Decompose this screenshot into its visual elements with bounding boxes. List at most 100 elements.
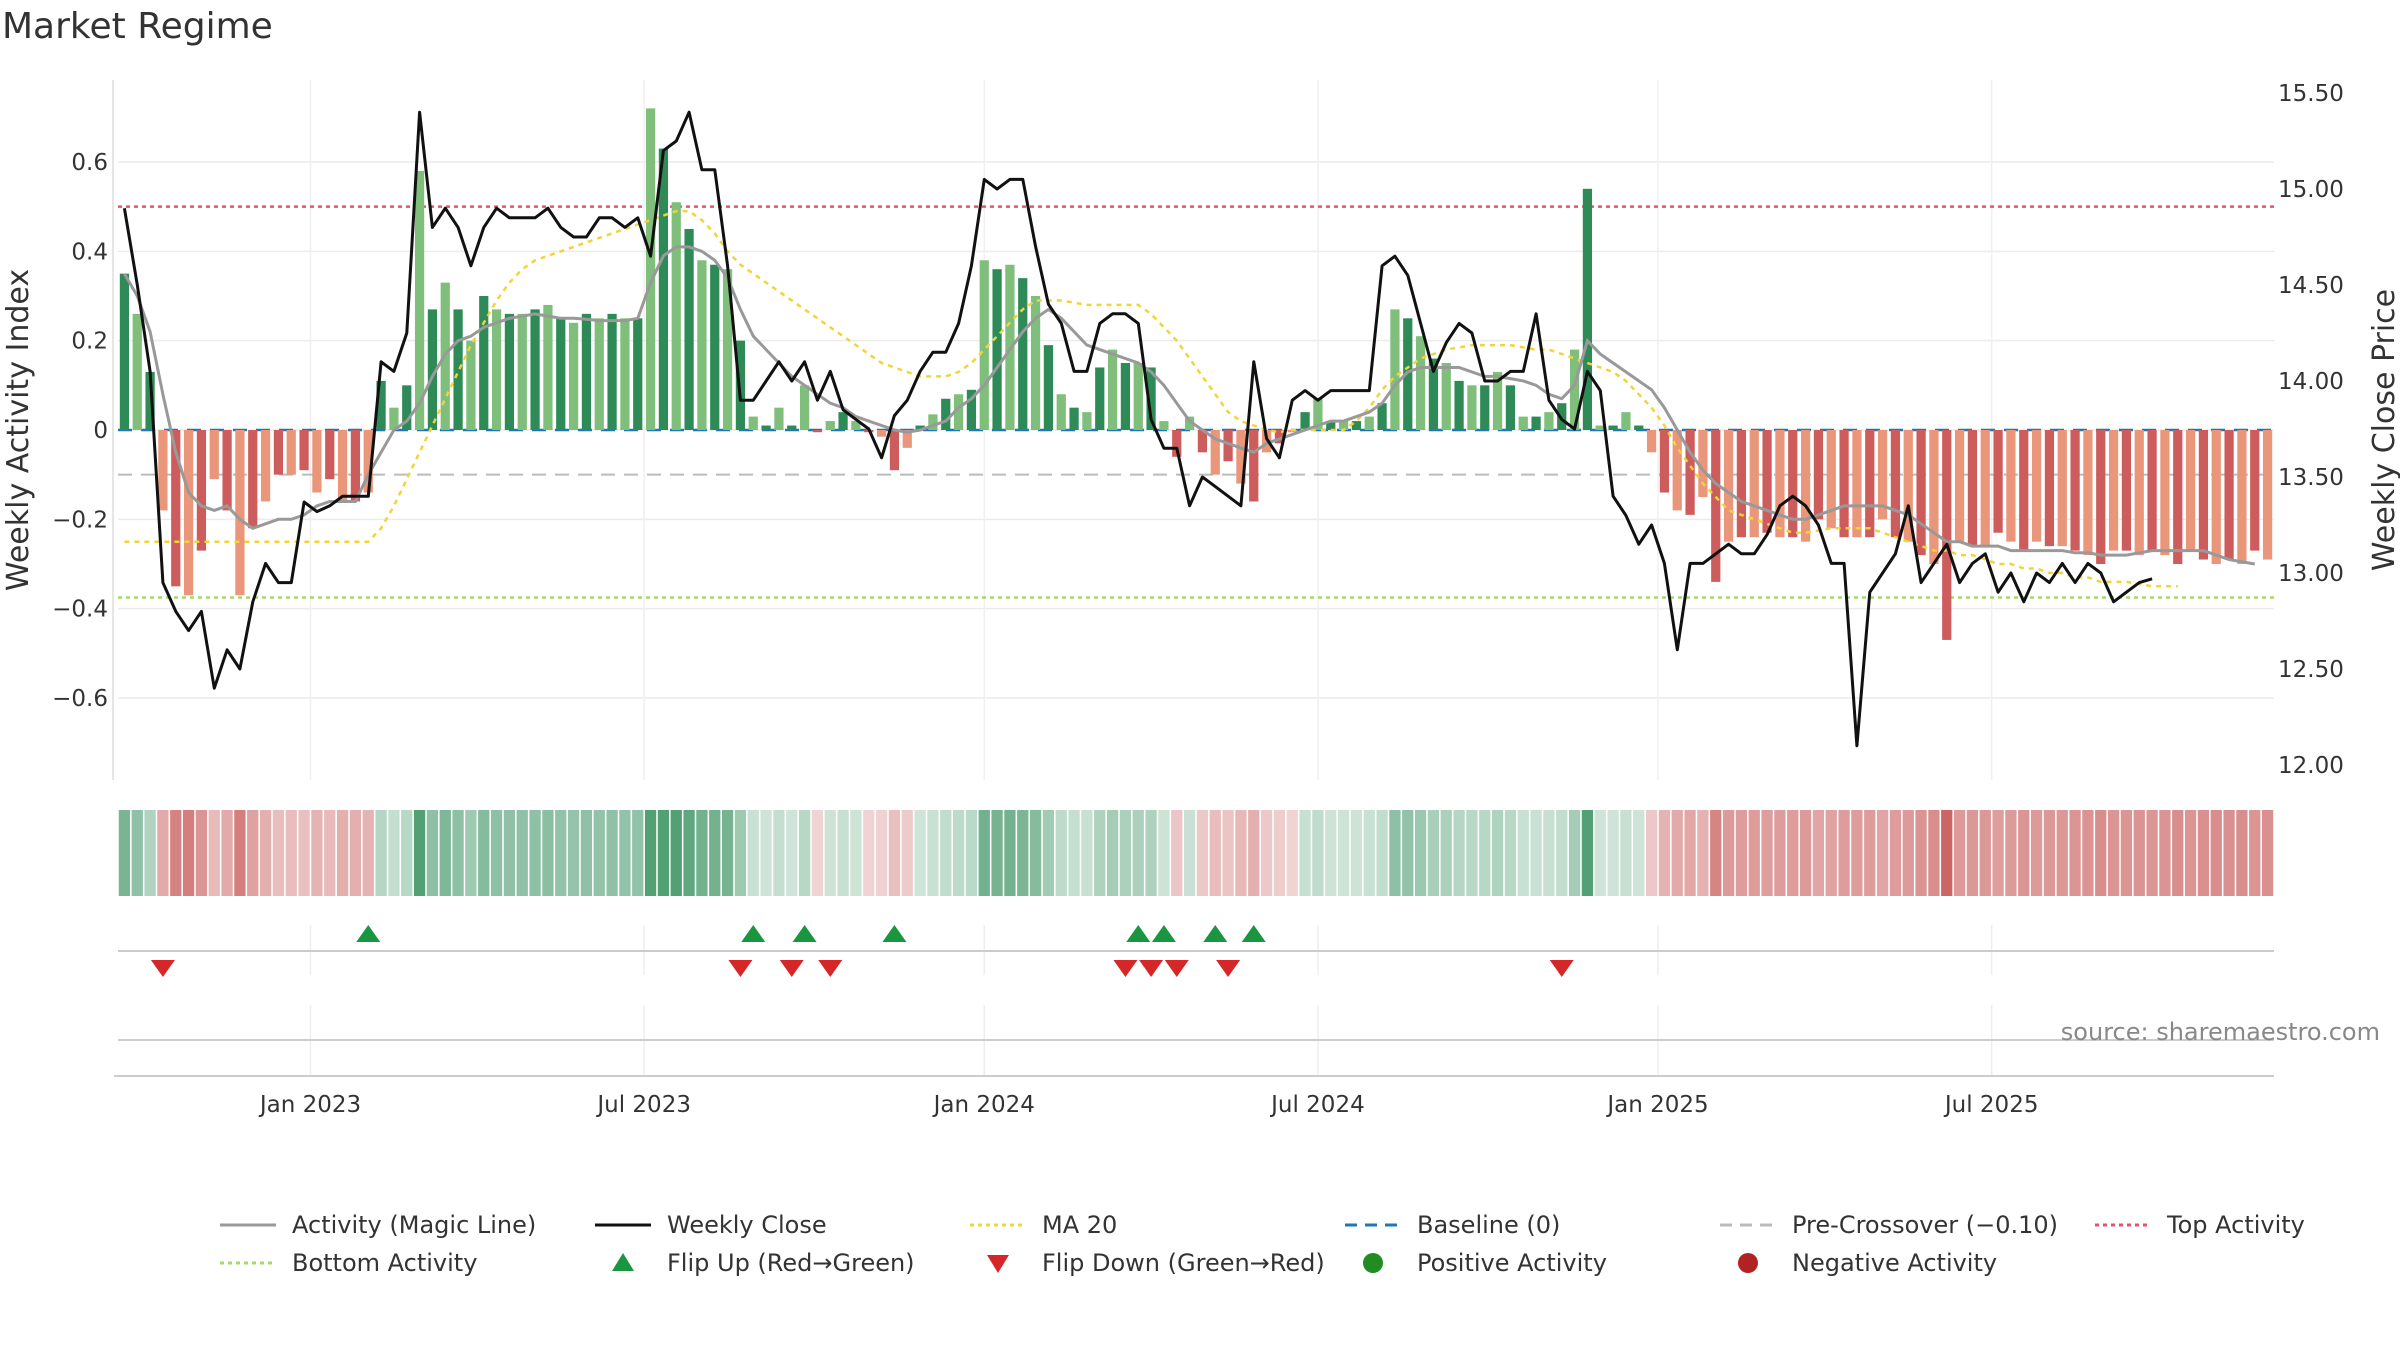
activity-bar <box>1313 398 1323 430</box>
activity-bar <box>1441 362 1451 430</box>
heat-cell <box>1735 810 1748 896</box>
heat-cell <box>1363 810 1375 896</box>
activity-bar <box>196 430 207 551</box>
heat-cell <box>1055 810 1067 896</box>
flip-up-marker <box>741 925 766 942</box>
activity-bar <box>1723 430 1734 542</box>
heat-cell <box>490 810 503 896</box>
legend-label: Negative Activity <box>1792 1249 1997 1277</box>
activity-bar <box>902 430 912 448</box>
left-axis-title: Weekly Activity Index <box>1 269 36 591</box>
legend-label: Positive Activity <box>1417 1249 1607 1277</box>
activity-bar <box>1929 430 1939 565</box>
activity-bar <box>1146 367 1156 430</box>
activity-bar <box>1967 430 1978 547</box>
activity-bar <box>1210 430 1220 475</box>
heat-cell <box>1902 810 1914 896</box>
heat-cell <box>208 810 220 896</box>
heat-cell <box>1889 810 1902 896</box>
heat-cell <box>2210 810 2222 896</box>
activity-bar <box>825 421 835 430</box>
activity-bar <box>1120 362 1131 430</box>
heat-cell <box>1491 810 1504 896</box>
activity-bar <box>1172 430 1182 457</box>
activity-bar <box>799 385 810 430</box>
heat-cell <box>1517 810 1529 896</box>
heat-cell <box>2069 810 2081 896</box>
legend-label: Top Activity <box>2166 1211 2305 1239</box>
heat-cell <box>324 810 336 896</box>
legend-item: Activity (Magic Line) <box>220 1211 536 1239</box>
heat-cell <box>1376 810 1388 896</box>
right-axis: 15.50 15.00 14.50 14.00 13.50 13.00 12.50 12.00 <box>2278 81 2344 779</box>
activity-bar <box>1377 403 1387 430</box>
legend-swatch <box>1363 1253 1383 1273</box>
heat-cell <box>1979 810 1991 896</box>
right-tick-label: 13.50 <box>2278 465 2344 491</box>
legend-swatch <box>987 1255 1009 1273</box>
activity-bar <box>2211 430 2221 565</box>
heat-cell <box>349 810 362 896</box>
weekly-close-line <box>122 110 2153 748</box>
heat-cell <box>2030 810 2043 896</box>
activity-bar <box>1942 430 1952 640</box>
heat-cell <box>2018 810 2030 896</box>
activity-bar <box>453 309 463 430</box>
activity-bar <box>2250 430 2260 551</box>
activity-bar <box>1403 318 1413 430</box>
heat-cell <box>593 810 605 896</box>
regime-heat-strip <box>118 810 2274 896</box>
legend-label: Pre-Crossover (−0.10) <box>1792 1211 2058 1239</box>
heat-cell <box>1248 810 1260 896</box>
activity-bar <box>1672 430 1682 511</box>
heat-cell <box>2236 810 2248 896</box>
activity-bar <box>1351 421 1362 430</box>
activity-bar <box>979 260 989 430</box>
heat-cell <box>2184 810 2197 896</box>
activity-bar <box>568 322 579 430</box>
heat-cell <box>1337 810 1350 896</box>
right-tick-label: 13.00 <box>2278 561 2344 587</box>
flip-down-marker <box>1113 960 1138 977</box>
activity-bar <box>414 170 425 430</box>
activity-bar <box>312 430 322 493</box>
legend-label: Weekly Close <box>667 1211 827 1239</box>
activity-bar <box>761 425 771 430</box>
activity-bar <box>273 430 284 475</box>
activity-bar <box>183 430 194 596</box>
heat-cell <box>478 810 490 896</box>
legend-label: Baseline (0) <box>1417 1211 1560 1239</box>
heat-cell <box>888 810 901 896</box>
heat-cell <box>952 810 965 896</box>
activity-bar <box>1518 416 1528 430</box>
heat-cell <box>1312 810 1324 896</box>
activity-bar <box>1646 430 1657 453</box>
activity-bar <box>1865 430 1875 538</box>
left-tick-label: 0.2 <box>71 329 108 355</box>
heat-cell <box>426 810 439 896</box>
activity-bar <box>1595 425 1605 430</box>
heat-cell <box>298 810 310 896</box>
activity-bar <box>1390 309 1400 430</box>
heat-cell <box>1928 810 1940 896</box>
heat-cell <box>1273 810 1286 896</box>
activity-bar <box>504 313 515 430</box>
legend-label: Flip Up (Red→Green) <box>667 1249 915 1277</box>
activity-bar <box>645 108 656 431</box>
activity-bar <box>787 425 797 430</box>
heat-cell <box>529 810 541 896</box>
activity-bar <box>838 412 848 430</box>
reference-lines <box>118 205 2274 599</box>
activity-bar <box>1788 430 1798 538</box>
legend-item: Negative Activity <box>1738 1249 1997 1277</box>
heat-cell <box>1607 810 1619 896</box>
activity-bar <box>1557 403 1567 430</box>
activity-bar <box>928 414 938 430</box>
heat-cell <box>1260 810 1273 896</box>
heat-cell <box>311 810 323 896</box>
heat-cell <box>1414 810 1427 896</box>
legend-item: Bottom Activity <box>220 1249 477 1277</box>
heat-cell <box>850 810 862 896</box>
activity-bar <box>953 394 964 430</box>
